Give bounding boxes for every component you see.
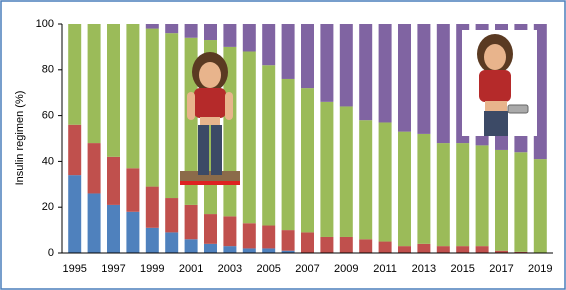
x-tick-label: 2013: [412, 263, 436, 275]
bar-segment: [165, 33, 178, 198]
chart: Insulin regimen (%) 0 20 40 60 80 100 1995 1997…: [0, 0, 566, 290]
bar-segment: [476, 246, 489, 253]
bar-segment: [185, 24, 198, 38]
bar-segment: [534, 159, 547, 253]
bar-segment: [204, 214, 217, 244]
bar-segment: [146, 187, 159, 228]
bar-segment: [282, 230, 295, 251]
bar-segment: [185, 205, 198, 239]
bar-segment: [359, 120, 372, 239]
bar-segment: [398, 246, 411, 253]
y-tick-label: 40: [42, 155, 54, 167]
bar-segment: [495, 150, 508, 251]
bar-segment: [146, 228, 159, 253]
bar-segment: [146, 24, 159, 29]
bar-segment: [456, 143, 469, 246]
bar-segment: [126, 212, 139, 253]
bar-segment: [379, 24, 392, 122]
bar-segment: [301, 88, 314, 232]
x-tick-label: 1997: [101, 263, 125, 275]
bar-segment: [107, 157, 120, 205]
bar-segment: [107, 24, 120, 157]
bar-segment: [417, 24, 430, 134]
bar-segment: [243, 223, 256, 248]
x-tick-label: 1995: [62, 263, 86, 275]
bar-segment: [340, 106, 353, 237]
bar-segment: [359, 239, 372, 253]
bar-segment: [165, 198, 178, 232]
x-tick-label: 2009: [334, 263, 358, 275]
bar-segment: [165, 24, 178, 33]
x-tick-label: 2007: [295, 263, 319, 275]
bar-segment: [437, 246, 450, 253]
bar-segment: [243, 248, 256, 253]
bar-segment: [514, 152, 527, 252]
y-tick-label: 100: [36, 18, 54, 30]
x-tick-label: 2003: [218, 263, 242, 275]
bar-segment: [282, 79, 295, 230]
bar-segment: [456, 246, 469, 253]
bar-segment: [437, 143, 450, 246]
x-tick-label: 2001: [179, 263, 203, 275]
y-tick-label: 80: [42, 64, 54, 76]
bar-segment: [223, 216, 236, 246]
bar-segment: [185, 239, 198, 253]
bar-segment: [320, 237, 333, 253]
bar-segment: [262, 248, 275, 253]
bar-segment: [417, 244, 430, 253]
x-tick-label: 2019: [528, 263, 552, 275]
x-tick-label: 2011: [373, 263, 397, 275]
y-tick-label: 20: [42, 201, 54, 213]
y-tick-label: 60: [42, 110, 54, 122]
bar-segment: [301, 24, 314, 88]
bar-segment: [88, 193, 101, 253]
bar-segment: [320, 102, 333, 237]
bar-segment: [262, 65, 275, 225]
bar-segment: [437, 24, 450, 143]
bar-segment: [204, 24, 217, 40]
bar-segment: [262, 226, 275, 249]
x-tick-label: 2015: [450, 263, 474, 275]
bar-segment: [68, 125, 81, 175]
bar-segment: [107, 205, 120, 253]
bar-segment: [88, 24, 101, 143]
bar-segment: [398, 24, 411, 132]
bar-segment: [126, 168, 139, 212]
bar-segment: [68, 175, 81, 253]
bar-segment: [223, 24, 236, 47]
illustration-woman-2: [462, 30, 537, 136]
bar-segment: [243, 51, 256, 223]
bar-segment: [476, 145, 489, 246]
bar-segment: [262, 24, 275, 65]
bar-segment: [204, 244, 217, 253]
bar-segment: [417, 134, 430, 244]
bar-segment: [320, 24, 333, 102]
y-axis-label: Insulin regimen (%): [14, 91, 26, 186]
bar-segment: [379, 122, 392, 241]
bar-segment: [379, 242, 392, 253]
bar-segment: [340, 237, 353, 253]
x-tick-label: 2017: [489, 263, 513, 275]
bar-segment: [282, 24, 295, 79]
bar-segment: [301, 232, 314, 253]
bar-segment: [126, 24, 139, 168]
bar-segment: [359, 24, 372, 120]
x-tick-label: 2005: [256, 263, 280, 275]
bar-segment: [223, 246, 236, 253]
x-tick-label: 1999: [140, 263, 164, 275]
bar-segment: [146, 29, 159, 187]
bar-segment: [88, 143, 101, 193]
bar-segment: [243, 24, 256, 51]
y-tick-label: 0: [48, 247, 54, 259]
bar-segment: [165, 232, 178, 253]
bar-segment: [68, 24, 81, 125]
bar-segment: [398, 132, 411, 247]
bar-segment: [340, 24, 353, 106]
